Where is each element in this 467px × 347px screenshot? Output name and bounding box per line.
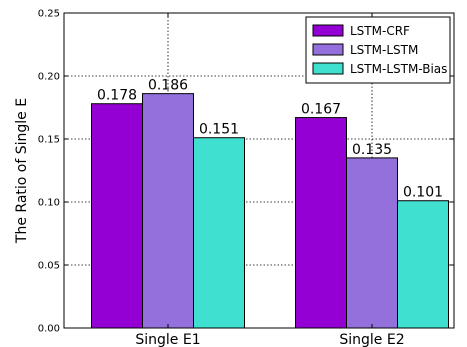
x-category-labels: Single E1 Single E2 — [135, 13, 405, 347]
data-label: 0.135 — [352, 142, 392, 158]
x-category-label: Single E1 — [135, 332, 200, 347]
plot-frame — [63, 12, 455, 329]
legend-label: LSTM-CRF — [350, 24, 410, 38]
data-labels: 0.178 0.186 0.151 0.167 0.135 0.101 — [97, 78, 443, 201]
legend: LSTM-CRF LSTM-LSTM LSTM-LSTM-Bias — [305, 16, 451, 84]
data-label: 0.151 — [199, 122, 239, 138]
legend-swatch — [312, 24, 344, 37]
y-tick-label: 0.20 — [38, 72, 60, 83]
bar-lstm-crf-single-e2 — [295, 117, 347, 329]
data-label: 0.178 — [97, 88, 137, 104]
y-tick-label: 0.00 — [38, 324, 60, 335]
bar-lstm-lstm-bias-single-e1 — [193, 137, 245, 329]
y-tick-label: 0.25 — [38, 9, 60, 20]
legend-swatch — [312, 43, 344, 56]
y-tick-label: 0.10 — [38, 198, 60, 209]
data-label: 0.101 — [403, 185, 443, 201]
legend-label: LSTM-LSTM-Bias — [350, 62, 447, 76]
y-axis-title: The Ratio of Single E — [14, 98, 30, 244]
bar-lstm-crf-single-e1 — [91, 103, 143, 329]
x-category-label: Single E2 — [339, 332, 404, 347]
y-ticks: 0.00 0.05 0.10 0.15 0.20 0.25 — [38, 9, 454, 335]
data-label: 0.167 — [301, 102, 341, 118]
data-label: 0.186 — [148, 78, 188, 94]
bar-lstm-lstm-single-e1 — [142, 93, 194, 329]
legend-swatch — [312, 62, 344, 75]
y-tick-label: 0.05 — [38, 261, 60, 272]
bar-lstm-lstm-single-e2 — [346, 157, 398, 329]
y-tick-label: 0.15 — [38, 135, 60, 146]
bar-lstm-lstm-bias-single-e2 — [397, 200, 449, 329]
legend-label: LSTM-LSTM — [350, 43, 418, 57]
bars — [91, 93, 449, 329]
